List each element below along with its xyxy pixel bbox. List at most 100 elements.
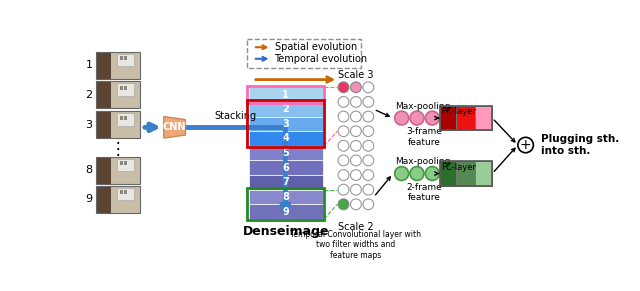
Text: Scale 2: Scale 2: [338, 222, 374, 232]
Circle shape: [338, 170, 349, 180]
Text: Denseimage: Denseimage: [243, 225, 329, 238]
Bar: [95, 157, 140, 184]
Bar: [95, 81, 140, 108]
Text: 2: 2: [282, 104, 289, 114]
Circle shape: [351, 170, 362, 180]
Bar: [120, 161, 123, 165]
Text: 8: 8: [85, 165, 92, 175]
Bar: [440, 161, 456, 186]
Bar: [249, 87, 323, 102]
Circle shape: [351, 155, 362, 166]
Bar: [249, 160, 323, 175]
Circle shape: [351, 126, 362, 136]
Bar: [440, 106, 456, 130]
Text: Stacking: Stacking: [214, 111, 257, 121]
Circle shape: [351, 199, 362, 210]
Bar: [95, 52, 140, 79]
Bar: [249, 175, 323, 190]
Circle shape: [351, 111, 362, 122]
Bar: [124, 56, 127, 60]
Bar: [440, 106, 492, 130]
Bar: [95, 81, 111, 108]
Circle shape: [363, 155, 374, 166]
Text: Plugging sth.
into sth.: Plugging sth. into sth.: [541, 134, 620, 156]
Text: 2-frame
feature: 2-frame feature: [407, 183, 442, 202]
Text: 9: 9: [85, 194, 92, 204]
Bar: [95, 52, 140, 79]
Bar: [248, 86, 324, 103]
Circle shape: [351, 97, 362, 107]
Circle shape: [410, 111, 424, 125]
Bar: [120, 86, 123, 90]
Circle shape: [338, 199, 349, 210]
Bar: [95, 186, 140, 213]
Text: Scale 3: Scale 3: [338, 70, 374, 79]
Circle shape: [338, 155, 349, 166]
Bar: [95, 111, 140, 138]
Text: 3: 3: [282, 119, 289, 129]
Bar: [248, 188, 324, 221]
Text: 2: 2: [85, 90, 92, 100]
Circle shape: [351, 82, 362, 93]
Circle shape: [363, 170, 374, 180]
Circle shape: [426, 111, 439, 125]
Bar: [456, 161, 475, 186]
Circle shape: [363, 141, 374, 151]
Text: Spatial evolution: Spatial evolution: [275, 42, 356, 52]
Circle shape: [426, 166, 439, 180]
Circle shape: [363, 199, 374, 210]
Bar: [249, 131, 323, 146]
Text: 7: 7: [282, 178, 289, 187]
Text: 3: 3: [85, 120, 92, 129]
Bar: [124, 116, 127, 120]
Text: Temporal Convolutional layer with
two filter widths and
feature maps: Temporal Convolutional layer with two fi…: [291, 230, 421, 260]
Circle shape: [410, 166, 424, 180]
Text: Temporal evolution: Temporal evolution: [275, 54, 367, 64]
Bar: [95, 111, 111, 138]
Circle shape: [395, 111, 408, 125]
Polygon shape: [164, 116, 186, 138]
Bar: [440, 161, 492, 186]
Text: FC-layer: FC-layer: [442, 163, 477, 172]
Bar: [95, 186, 111, 213]
Text: 4: 4: [282, 134, 289, 143]
Circle shape: [363, 97, 374, 107]
Bar: [120, 191, 123, 194]
Circle shape: [363, 184, 374, 195]
Bar: [111, 157, 140, 184]
Bar: [249, 204, 323, 219]
Bar: [111, 52, 140, 79]
Bar: [249, 116, 323, 131]
Bar: [120, 56, 123, 60]
Text: Max-pooling: Max-pooling: [396, 102, 451, 111]
Circle shape: [351, 184, 362, 195]
Bar: [117, 188, 134, 200]
Bar: [249, 146, 323, 160]
Bar: [95, 157, 140, 184]
Circle shape: [338, 97, 349, 107]
Bar: [249, 190, 323, 204]
Bar: [111, 111, 140, 138]
Bar: [111, 81, 140, 108]
Text: 1: 1: [85, 60, 92, 70]
Bar: [120, 116, 123, 120]
Circle shape: [518, 137, 533, 153]
Circle shape: [338, 184, 349, 195]
Bar: [111, 186, 140, 213]
Bar: [124, 86, 127, 90]
Text: 8: 8: [282, 192, 289, 202]
Text: 1: 1: [282, 90, 289, 100]
Bar: [95, 157, 111, 184]
Circle shape: [338, 141, 349, 151]
Circle shape: [363, 111, 374, 122]
Text: 3-frame
feature: 3-frame feature: [406, 127, 443, 147]
Bar: [95, 52, 111, 79]
Bar: [124, 191, 127, 194]
Bar: [95, 81, 140, 108]
Text: 9: 9: [282, 207, 289, 217]
Bar: [95, 111, 140, 138]
Bar: [246, 39, 362, 68]
Circle shape: [363, 126, 374, 136]
Bar: [124, 161, 127, 165]
Circle shape: [363, 82, 374, 93]
